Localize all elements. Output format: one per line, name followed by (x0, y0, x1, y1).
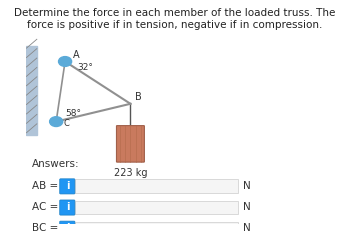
Text: 58°: 58° (65, 109, 81, 118)
FancyBboxPatch shape (75, 201, 238, 214)
Text: N: N (243, 181, 251, 191)
Text: N: N (243, 223, 251, 234)
Text: 32°: 32° (77, 63, 93, 72)
Text: Answers:: Answers: (33, 159, 80, 169)
Text: A: A (72, 50, 79, 60)
FancyBboxPatch shape (75, 222, 238, 234)
Text: 223 kg: 223 kg (114, 168, 147, 178)
Text: N: N (243, 202, 251, 212)
Circle shape (58, 57, 72, 66)
FancyBboxPatch shape (60, 200, 75, 215)
Text: BC =: BC = (33, 223, 59, 234)
Bar (27, 46, 37, 135)
Text: AB =: AB = (33, 181, 59, 191)
Text: B: B (135, 92, 142, 102)
FancyBboxPatch shape (60, 179, 75, 194)
Text: AC =: AC = (33, 202, 59, 212)
Text: C: C (64, 119, 69, 128)
FancyBboxPatch shape (60, 221, 75, 234)
Text: Determine the force in each member of the loaded truss. The force is positive if: Determine the force in each member of th… (14, 8, 336, 30)
FancyBboxPatch shape (75, 179, 238, 193)
Text: i: i (66, 202, 69, 212)
Circle shape (50, 117, 63, 127)
Text: i: i (66, 223, 69, 234)
FancyBboxPatch shape (117, 126, 145, 162)
Text: i: i (66, 181, 69, 191)
